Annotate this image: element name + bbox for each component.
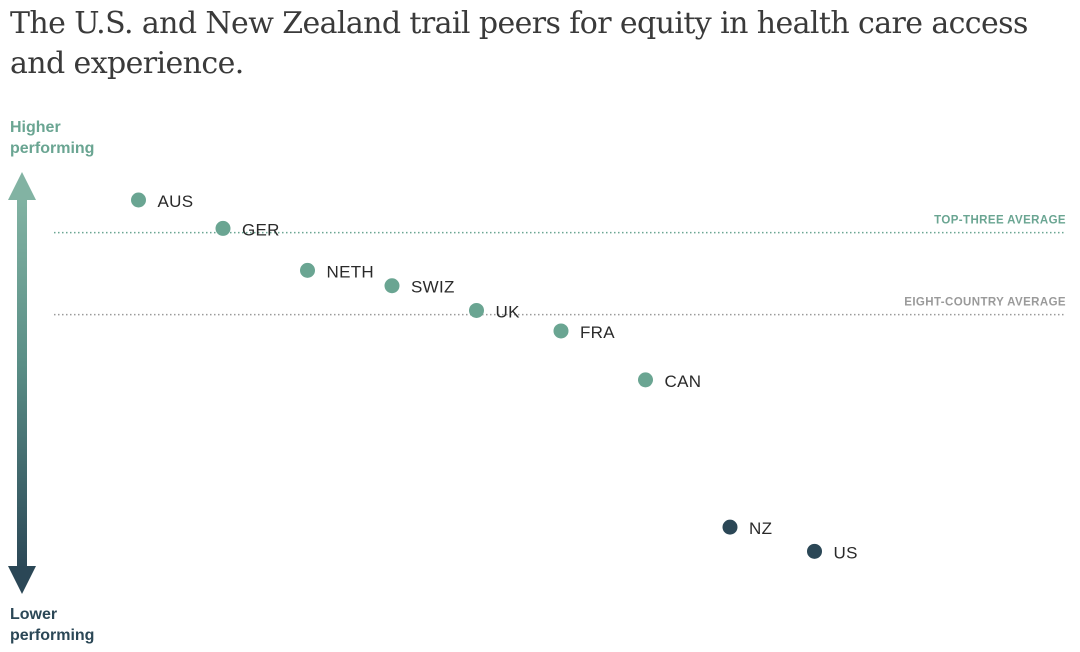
reference-lines: TOP-THREE AVERAGE EIGHT-COUNTRY AVERAGE xyxy=(54,215,1066,316)
data-label-nz: NZ xyxy=(749,519,772,538)
axis-high-label-text: Higher performing xyxy=(10,119,95,157)
data-label-aus: AUS xyxy=(158,192,194,211)
data-label-swiz: SWIZ xyxy=(411,278,455,297)
data-label-fra: FRA xyxy=(580,323,615,342)
data-point-nz xyxy=(722,519,738,535)
data-point-ger xyxy=(215,220,231,236)
reference-line-label: EIGHT-COUNTRY AVERAGE xyxy=(904,297,1066,309)
data-label-ger: GER xyxy=(242,220,280,239)
axis-low-label-text: Lower performing xyxy=(10,606,95,644)
axis-low-label: Lower performing xyxy=(10,604,110,646)
data-point-swiz xyxy=(384,278,400,294)
data-point-aus xyxy=(131,192,146,208)
data-point-uk xyxy=(469,302,484,318)
data-point-fra xyxy=(553,323,569,339)
performance-arrow xyxy=(8,172,36,594)
data-label-us: US xyxy=(834,543,858,562)
axis-high-label: Higher performing xyxy=(10,117,110,159)
data-point-us xyxy=(807,543,822,559)
chart-title: The U.S. and New Zealand trail peers for… xyxy=(10,6,1028,81)
data-label-uk: UK xyxy=(496,302,521,321)
data-points: AUS GER NETH SWIZ UK FRA CAN NZ US xyxy=(131,192,858,562)
data-point-can xyxy=(638,372,653,388)
data-label-neth: NETH xyxy=(327,262,374,281)
data-point-neth xyxy=(300,262,315,278)
reference-line-label: TOP-THREE AVERAGE xyxy=(934,215,1066,227)
data-label-can: CAN xyxy=(665,372,702,391)
